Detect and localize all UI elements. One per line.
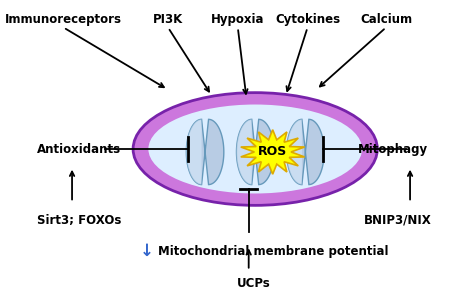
Text: Antioxidants: Antioxidants bbox=[37, 142, 121, 156]
PathPatch shape bbox=[186, 119, 201, 184]
Text: Mitochondrial membrane potential: Mitochondrial membrane potential bbox=[158, 245, 389, 258]
Text: UCPs: UCPs bbox=[237, 277, 271, 291]
PathPatch shape bbox=[237, 119, 252, 184]
Text: Sirt3; FOXOs: Sirt3; FOXOs bbox=[37, 214, 121, 227]
Text: Hypoxia: Hypoxia bbox=[211, 13, 264, 26]
Text: Immunoreceptors: Immunoreceptors bbox=[5, 13, 122, 26]
Text: BNIP3/NIX: BNIP3/NIX bbox=[364, 214, 432, 227]
PathPatch shape bbox=[241, 130, 305, 174]
Text: Calcium: Calcium bbox=[360, 13, 412, 26]
Ellipse shape bbox=[133, 93, 377, 205]
Text: PI3K: PI3K bbox=[153, 13, 183, 26]
PathPatch shape bbox=[287, 119, 324, 184]
Text: Mitophagy: Mitophagy bbox=[358, 142, 428, 156]
Text: Cytokines: Cytokines bbox=[275, 13, 340, 26]
PathPatch shape bbox=[186, 119, 224, 184]
Ellipse shape bbox=[148, 105, 362, 193]
PathPatch shape bbox=[287, 119, 302, 184]
PathPatch shape bbox=[237, 119, 274, 184]
Text: ROS: ROS bbox=[258, 145, 287, 159]
Text: ↓: ↓ bbox=[140, 242, 154, 260]
